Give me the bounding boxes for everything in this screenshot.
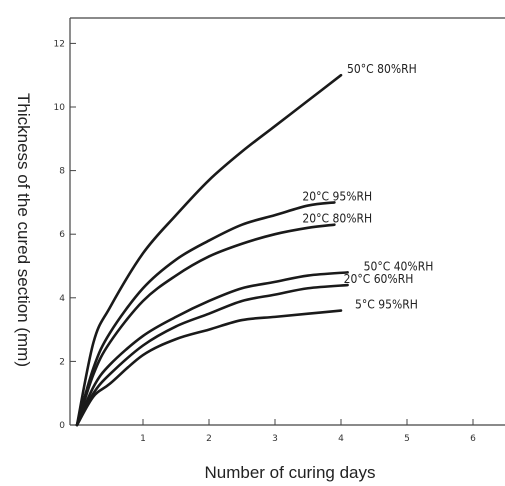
x-tick-label: 1: [140, 434, 146, 444]
x-tick-label: 3: [272, 434, 278, 444]
series-line: [75, 309, 343, 427]
y-axis: 0 2 4 6 8 10 12: [54, 39, 76, 431]
x-tick-label: 4: [338, 434, 344, 444]
series-line: [75, 201, 336, 427]
series-line: [75, 283, 349, 427]
x-axis: 1 2 3 4 5 6: [140, 419, 476, 444]
series-label: 50°C 80%RH: [347, 62, 417, 76]
x-tick-label: 6: [470, 434, 476, 444]
x-tick-label: 5: [404, 434, 410, 444]
y-tick-label: 8: [59, 167, 65, 177]
y-tick-label: 6: [59, 230, 65, 240]
series-line: [75, 73, 343, 427]
series-label-layer: 50°C 80%RH 20°C 95%RH 20°C 80%RH 50°C 40%RH…: [302, 62, 433, 311]
series-label: 20°C 80%RH: [302, 212, 372, 226]
y-tick-label: 0: [59, 421, 65, 431]
series-label: 5°C 95%RH: [355, 298, 418, 312]
y-tick-label: 2: [59, 357, 65, 367]
plot-frame: [69, 17, 505, 426]
series-label: 20°C 60%RH: [344, 272, 414, 286]
series-line: [75, 223, 336, 427]
series-label: 50°C 40%RH: [364, 259, 434, 273]
y-tick-label: 4: [59, 294, 65, 304]
y-axis-title: Thickness of the cured section (mm): [14, 93, 33, 367]
series-line: [75, 271, 349, 427]
y-tick-label: 10: [54, 103, 66, 113]
series-label: 20°C 95%RH: [302, 189, 372, 203]
x-axis-title: Number of curing days: [204, 463, 375, 482]
y-tick-label: 12: [54, 39, 65, 49]
x-tick-label: 2: [206, 434, 212, 444]
series-layer: [75, 73, 349, 427]
